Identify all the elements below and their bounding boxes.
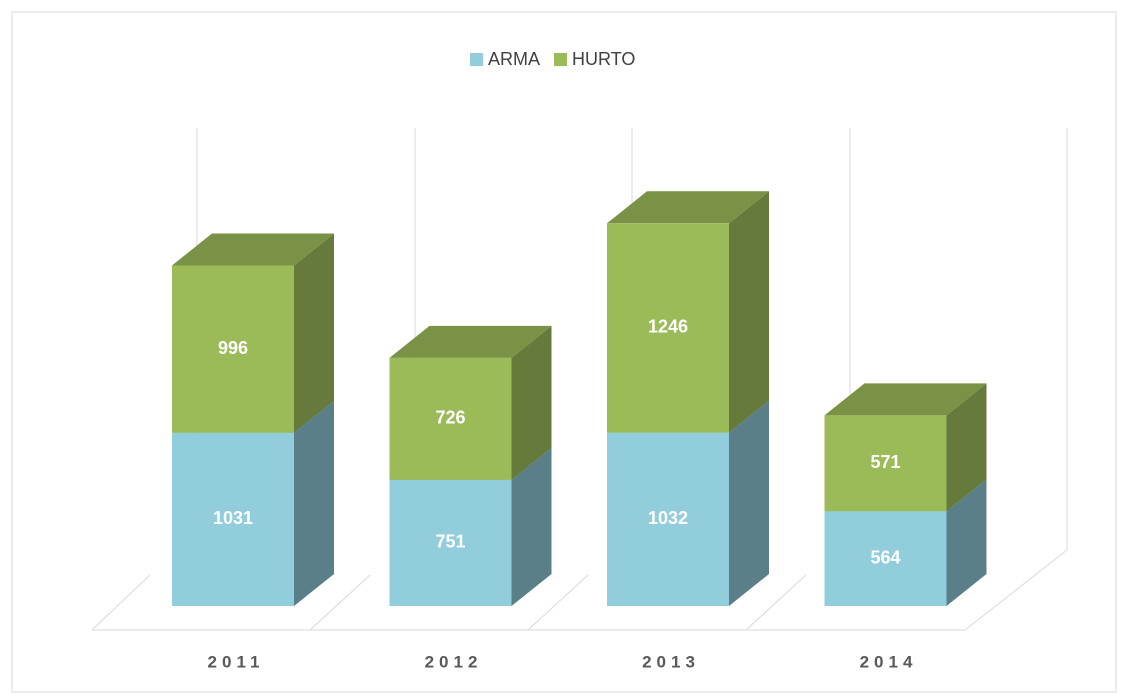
bar-side — [294, 233, 334, 433]
bar — [172, 432, 294, 606]
bar-side — [729, 191, 769, 433]
x-tick-label: 2011 — [208, 652, 265, 671]
data-label: 996 — [218, 338, 248, 358]
bar-side — [511, 447, 552, 606]
bar — [824, 511, 947, 606]
bar — [389, 479, 512, 606]
x-tick-label: 2012 — [425, 652, 483, 671]
bar-top — [607, 191, 769, 224]
bar-top — [824, 383, 987, 416]
data-label: 571 — [870, 452, 900, 472]
bar-side — [946, 383, 987, 512]
bar-top — [172, 233, 334, 266]
bar-top — [389, 325, 552, 358]
data-label: 751 — [435, 532, 465, 552]
bar — [607, 432, 729, 606]
legend-label: ARMA — [488, 49, 540, 69]
bar — [824, 415, 947, 512]
bar-side — [729, 400, 769, 606]
bar-side — [511, 325, 552, 480]
bar-side — [294, 400, 334, 606]
legend-swatch — [470, 53, 483, 66]
data-label: 1031 — [213, 508, 253, 528]
bar — [607, 223, 729, 433]
legend-swatch — [554, 53, 568, 66]
bar-side — [946, 479, 987, 606]
x-tick-label: 2014 — [860, 652, 918, 671]
bar — [172, 265, 294, 433]
data-label: 1032 — [648, 508, 688, 528]
data-label: 726 — [435, 408, 465, 428]
data-label: 1246 — [648, 317, 688, 337]
data-label: 564 — [870, 547, 900, 567]
bar — [389, 357, 512, 480]
x-tick-label: 2013 — [642, 652, 700, 671]
legend-label: HURTO — [572, 49, 635, 69]
